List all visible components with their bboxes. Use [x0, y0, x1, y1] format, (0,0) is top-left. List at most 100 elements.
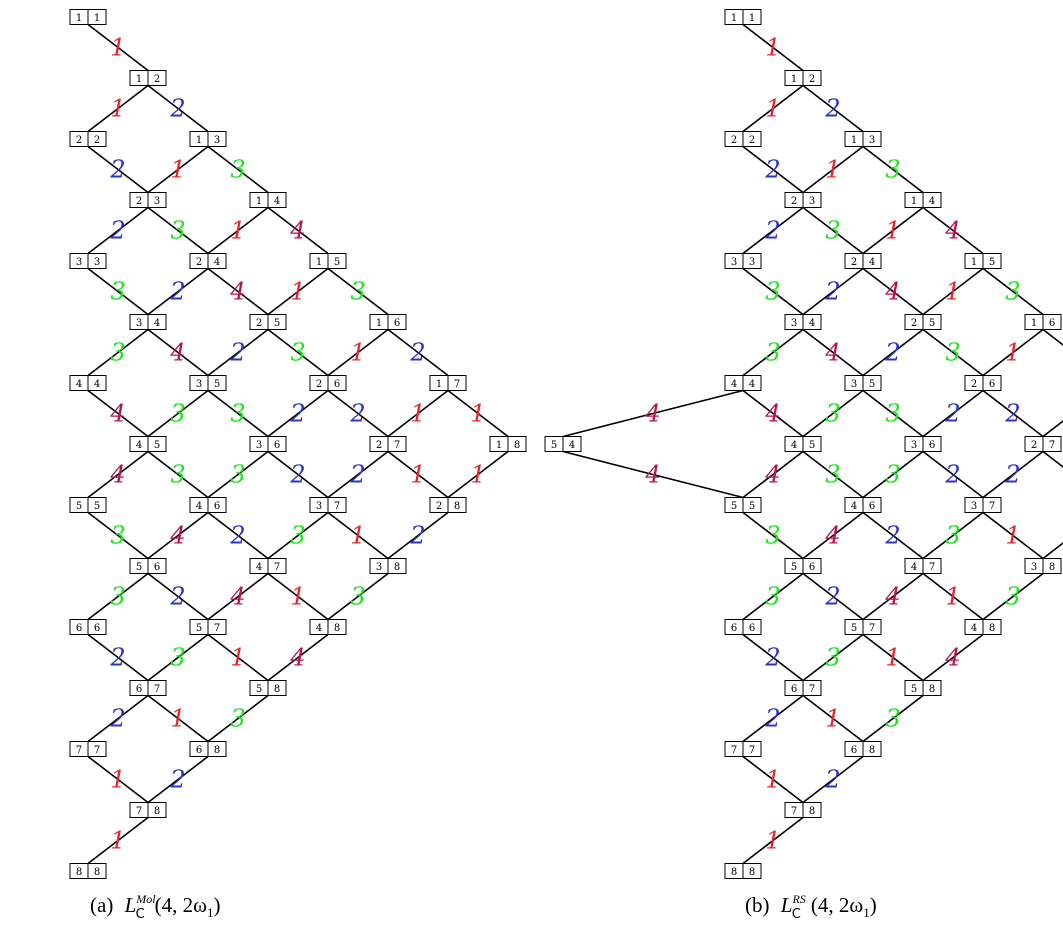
tableau-entry: 1 [496, 440, 502, 451]
crystal-edge [982, 450, 1044, 499]
edge-color-label: 2 [1004, 461, 1020, 489]
tableau-entry: 5 [136, 562, 142, 573]
edge-color-label: 1 [945, 583, 960, 611]
tableau-entry: 7 [334, 501, 340, 512]
edge-color-label: 3 [170, 644, 185, 672]
tableau-entry: 1 [136, 74, 142, 85]
tableau-entry: 6 [1049, 318, 1055, 329]
edge-color-label: 1 [110, 766, 125, 794]
edge-color-label: 1 [885, 644, 900, 672]
crystal-edge [862, 145, 924, 194]
edge-color-label: 3 [945, 339, 960, 367]
tableau-entry: 3 [731, 257, 737, 268]
crystal-edge [742, 816, 804, 865]
crystal-edge [267, 389, 329, 438]
edge-color-label: 1 [110, 827, 125, 855]
crystal-edge [562, 450, 744, 499]
crystal-edge [922, 389, 984, 438]
crystal-edge [207, 206, 269, 255]
tableau-entry: 4 [851, 501, 857, 512]
crystal-edge [267, 206, 329, 255]
edge-color-label: 2 [289, 400, 305, 428]
crystal-edge [147, 633, 209, 682]
tableau-entry: 5 [196, 623, 202, 634]
crystal-edge [802, 267, 864, 316]
edge-color-label: 3 [230, 705, 245, 733]
tableau-entry: 8 [334, 623, 340, 634]
tableau-entry: 2 [256, 318, 262, 329]
crystal-edge [147, 572, 209, 621]
tableau-entry: 7 [749, 745, 755, 756]
edge-color-label: 1 [110, 34, 125, 62]
tableau-entry: 7 [136, 806, 142, 817]
tableau-entry: 2 [971, 379, 977, 390]
crystal-edge [922, 633, 984, 682]
tableau-entry: 5 [791, 562, 797, 573]
edge-color-label: 2 [409, 522, 425, 550]
edge-color-label: 4 [169, 522, 185, 550]
crystal-edge [802, 145, 864, 194]
edge-color-label: 3 [170, 461, 185, 489]
edge-color-label: 1 [765, 34, 780, 62]
tableau-entry: 5 [869, 379, 875, 390]
crystal-edge [87, 755, 149, 804]
tableau-entry: 6 [334, 379, 340, 390]
crystal-edge [87, 267, 149, 316]
tableau-entry: 8 [76, 867, 82, 878]
crystal-edge [862, 267, 924, 316]
crystal-edge [802, 328, 864, 377]
crystal-edge [267, 633, 329, 682]
edge-color-label: 2 [169, 95, 185, 123]
edge-color-label: 2 [824, 583, 840, 611]
edge-color-label: 4 [944, 644, 960, 672]
tableau-entry: 2 [154, 74, 160, 85]
tableau-entry: 4 [274, 196, 280, 207]
edge-color-label: 1 [410, 461, 425, 489]
crystal-edge [87, 511, 149, 560]
tableau-entry: 3 [136, 318, 142, 329]
edge-color-label: 3 [290, 522, 305, 550]
crystal-edge [862, 206, 924, 255]
crystal-edge [802, 694, 864, 743]
crystal-edge [742, 511, 804, 560]
crystal-edge [267, 328, 329, 377]
edge-color-label: 3 [825, 644, 840, 672]
tableau-entry: 6 [394, 318, 400, 329]
tableau-entry: 7 [154, 684, 160, 695]
crystal-edge [447, 389, 509, 438]
edge-color-label: 3 [110, 522, 125, 550]
crystal-edge [982, 328, 1044, 377]
tableau-entry: 6 [989, 379, 995, 390]
tableau-entry: 4 [971, 623, 977, 634]
tableau-entry: 4 [154, 318, 160, 329]
crystal-edge [387, 511, 449, 560]
edge-color-label: 1 [470, 400, 485, 428]
tableau-entry: 7 [1049, 440, 1055, 451]
edge-color-label: 2 [1004, 400, 1020, 428]
crystal-edge [1042, 450, 1063, 468]
tableau-entry: 6 [154, 562, 160, 573]
tableau-entry: 6 [851, 745, 857, 756]
crystal-edge [147, 84, 209, 133]
tableau-entry: 4 [94, 379, 100, 390]
crystal-edge [802, 84, 864, 133]
tableau-entry: 7 [454, 379, 460, 390]
edge-color-label: 2 [824, 278, 840, 306]
tableau-entry: 6 [76, 623, 82, 634]
edge-color-label: 4 [229, 583, 245, 611]
